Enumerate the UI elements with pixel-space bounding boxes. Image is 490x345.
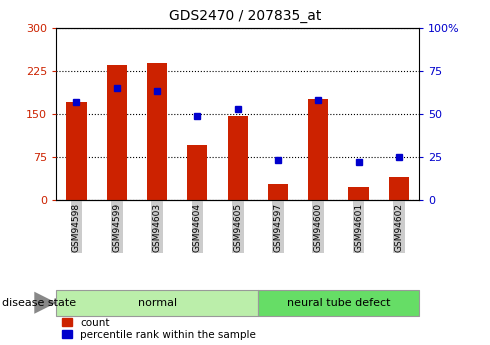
Legend: count, percentile rank within the sample: count, percentile rank within the sample	[62, 318, 256, 340]
Bar	[187, 146, 207, 200]
Text: GSM94599: GSM94599	[112, 203, 122, 252]
Bar	[147, 63, 167, 200]
Bar	[268, 184, 288, 200]
Text: normal: normal	[138, 298, 176, 308]
Text: GSM94597: GSM94597	[273, 203, 282, 252]
Text: GDS2470 / 207835_at: GDS2470 / 207835_at	[169, 9, 321, 23]
Text: GSM94604: GSM94604	[193, 203, 202, 252]
Bar	[389, 177, 409, 200]
Text: neural tube defect: neural tube defect	[287, 298, 390, 308]
Polygon shape	[34, 292, 56, 314]
FancyBboxPatch shape	[56, 290, 258, 316]
Bar	[107, 65, 127, 200]
Text: GSM94602: GSM94602	[394, 203, 403, 252]
Bar	[348, 187, 368, 200]
Bar	[67, 102, 87, 200]
Text: GSM94605: GSM94605	[233, 203, 242, 252]
Text: GSM94598: GSM94598	[72, 203, 81, 252]
Text: disease state: disease state	[2, 298, 76, 308]
Bar	[227, 116, 248, 200]
Text: GSM94601: GSM94601	[354, 203, 363, 252]
Text: GSM94600: GSM94600	[314, 203, 323, 252]
Bar	[308, 99, 328, 200]
Text: GSM94603: GSM94603	[152, 203, 162, 252]
FancyBboxPatch shape	[258, 290, 419, 316]
